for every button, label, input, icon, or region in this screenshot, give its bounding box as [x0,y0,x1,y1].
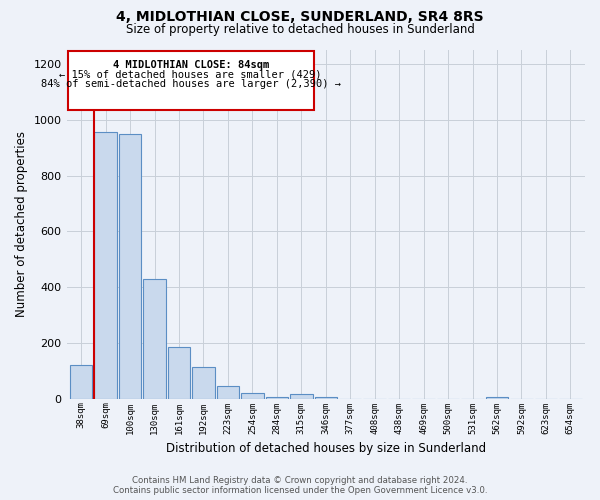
Bar [314,397,337,398]
Bar [94,132,117,398]
Y-axis label: Number of detached properties: Number of detached properties [15,132,28,318]
Bar [486,397,508,398]
Bar [266,397,288,398]
FancyBboxPatch shape [68,52,314,110]
Bar [290,394,313,398]
Text: 4, MIDLOTHIAN CLOSE, SUNDERLAND, SR4 8RS: 4, MIDLOTHIAN CLOSE, SUNDERLAND, SR4 8RS [116,10,484,24]
Bar [143,278,166,398]
Bar [217,386,239,398]
Bar [119,134,142,398]
Bar [70,365,92,398]
Text: 84% of semi-detached houses are larger (2,390) →: 84% of semi-detached houses are larger (… [41,80,341,90]
Text: 4 MIDLOTHIAN CLOSE: 84sqm: 4 MIDLOTHIAN CLOSE: 84sqm [113,60,269,70]
Bar [241,393,263,398]
Bar [192,367,215,398]
Text: Size of property relative to detached houses in Sunderland: Size of property relative to detached ho… [125,22,475,36]
Bar [168,347,190,399]
X-axis label: Distribution of detached houses by size in Sunderland: Distribution of detached houses by size … [166,442,486,455]
Text: ← 15% of detached houses are smaller (429): ← 15% of detached houses are smaller (42… [59,70,322,80]
Text: Contains HM Land Registry data © Crown copyright and database right 2024.
Contai: Contains HM Land Registry data © Crown c… [113,476,487,495]
